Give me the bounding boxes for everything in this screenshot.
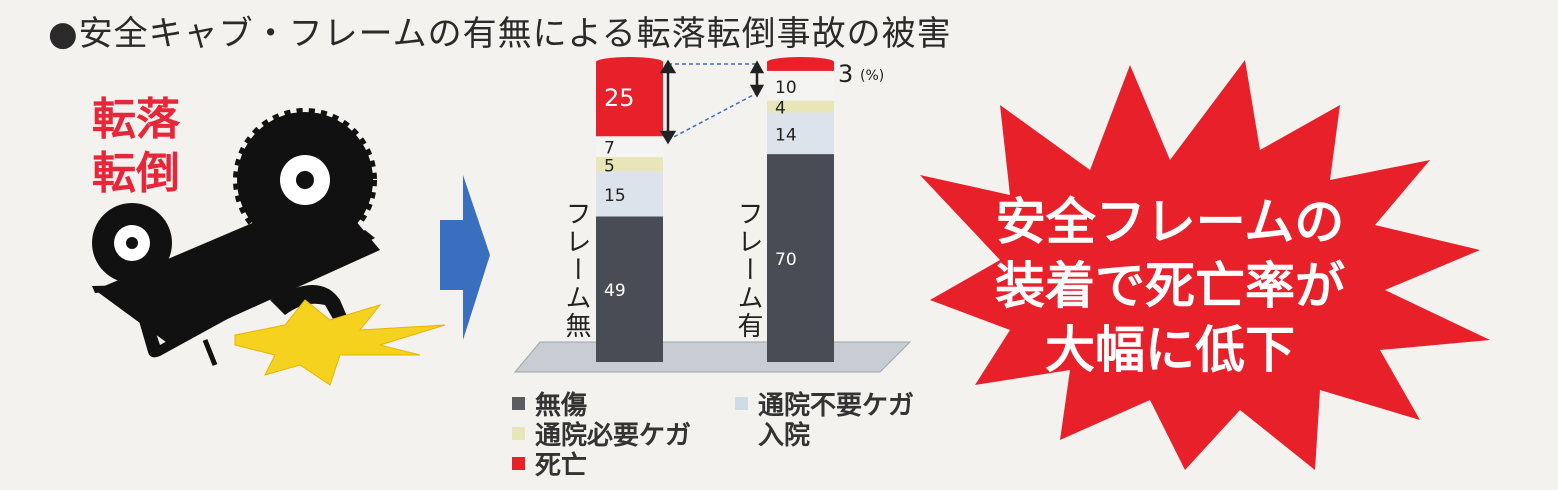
callout-line: 装着で死亡率が (995, 257, 1345, 315)
legend-col-2: 通院不要ケガ 入院 (735, 388, 914, 451)
legend-swatch (512, 396, 525, 410)
legend-label: 通院必要ケガ (535, 420, 692, 451)
category-label: フレーム無 (561, 200, 591, 340)
legend-label: 死亡 (535, 450, 588, 481)
callout-line: 大幅に低下 (1045, 321, 1295, 379)
chart-base-plate (513, 341, 912, 373)
overturned-tractor-icon (92, 108, 380, 366)
data-label: 70 (775, 250, 797, 270)
bar-cap (767, 57, 834, 67)
legend-label: 通院不要ケガ (758, 390, 915, 421)
data-label: 7 (604, 139, 615, 159)
legend-swatch (512, 426, 525, 440)
data-label: 25 (604, 84, 635, 112)
callout-line: 安全フレームの (995, 193, 1345, 251)
label-tentou: 転倒 (92, 148, 180, 199)
right-arrow-icon (440, 175, 490, 340)
bar-cap (596, 57, 663, 67)
bar-segment (767, 112, 834, 155)
double-arrow-icon (659, 59, 765, 145)
bar-segment (596, 216, 663, 362)
legend-swatch (512, 456, 525, 470)
label-tenraku: 転落 (92, 94, 180, 145)
category-label: フレーム有 (733, 200, 763, 340)
legend-item: 死亡 (512, 448, 691, 481)
legend-item: 通院不要ケガ (735, 388, 914, 421)
legend: 無傷 通院必要ケガ 死亡 (512, 388, 691, 481)
legend-label: 入院 (758, 420, 811, 451)
bar-segment (596, 171, 663, 217)
bar-segment (596, 62, 663, 137)
callout-text: 安全フレームの 装着で死亡率が 大幅に低下 (980, 190, 1360, 382)
bar-segment (767, 70, 834, 101)
legend-label: 無傷 (535, 390, 588, 421)
data-label: 14 (775, 125, 797, 145)
bar-segment (596, 157, 663, 172)
bar-segment (767, 100, 834, 113)
data-label: 3 (838, 60, 853, 88)
bar-segment (767, 154, 834, 362)
starburst-icon (920, 60, 1490, 470)
data-label: 5 (604, 156, 615, 176)
impact-burst-icon (234, 299, 446, 386)
bar-segment (596, 136, 663, 158)
data-label: 15 (604, 186, 626, 206)
data-label: 49 (604, 281, 626, 301)
data-label: 10 (775, 78, 797, 98)
page-title: ●安全キャブ・フレームの有無による転落転倒事故の被害 (48, 14, 952, 54)
legend-item: 入院 (735, 418, 914, 451)
legend-item: 通院必要ケガ (512, 418, 691, 451)
legend-swatch (735, 396, 748, 410)
legend-item: 無傷 (512, 388, 691, 421)
comparison-annotation (667, 63, 758, 141)
data-label: 4 (775, 99, 786, 119)
unit-label: (%) (860, 68, 884, 84)
